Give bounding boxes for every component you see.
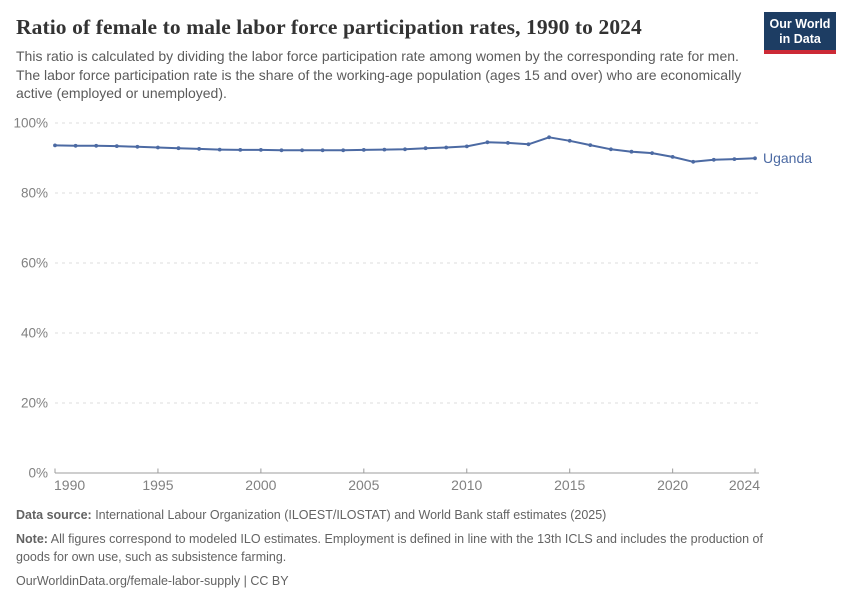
x-axis-tick-label: 2024: [729, 477, 760, 493]
data-point: [403, 147, 407, 152]
footer-link[interactable]: OurWorldinData.org/female-labor-supply: [16, 574, 241, 588]
data-point: [650, 151, 654, 155]
data-point: [94, 143, 99, 148]
data-point: [197, 147, 202, 151]
data-point: [609, 147, 613, 152]
y-axis-tick-label: 60%: [21, 256, 48, 271]
data-point: [135, 144, 140, 149]
license-text: CC BY: [250, 574, 289, 588]
data-point: [341, 148, 346, 153]
data-point: [567, 138, 572, 143]
data-point: [526, 142, 531, 147]
data-point: [588, 143, 593, 147]
chart-subtitle: This ratio is calculated by dividing the…: [16, 48, 742, 101]
data-point: [506, 141, 510, 145]
y-axis-tick-label: 80%: [21, 186, 48, 201]
x-axis-tick-label: 1990: [54, 477, 85, 493]
chart-header: Ratio of female to male labor force part…: [0, 0, 850, 103]
data-point: [114, 144, 119, 148]
x-axis-tick-label: 2010: [451, 477, 482, 493]
x-axis-tick-label: 2000: [245, 477, 276, 493]
footer-separator: |: [240, 574, 251, 588]
data-point: [259, 148, 263, 152]
data-point: [732, 157, 737, 161]
y-axis-tick-label: 40%: [21, 326, 48, 341]
y-axis-tick-label: 0%: [28, 466, 48, 481]
x-axis-tick-label: 2005: [348, 477, 379, 493]
logo-text-line2: in Data: [779, 31, 821, 46]
data-point: [711, 157, 716, 162]
data-point: [485, 140, 490, 145]
data-point: [423, 146, 428, 151]
data-point: [444, 145, 449, 150]
y-axis-tick-label: 100%: [13, 116, 48, 131]
data-point: [464, 144, 469, 149]
data-point: [361, 148, 366, 152]
data-point: [238, 148, 243, 152]
data-point: [320, 148, 325, 153]
note-line: Note: All figures correspond to modeled …: [16, 530, 786, 566]
note-text: All figures correspond to modeled ILO es…: [16, 532, 763, 564]
data-source-text: International Labour Organization (ILOES…: [91, 508, 607, 522]
x-axis-tick-label: 2015: [554, 477, 585, 493]
page-title: Ratio of female to male labor force part…: [16, 15, 642, 39]
logo-red-bar: [764, 50, 836, 54]
logo-text-line1: Our World: [769, 17, 831, 31]
data-point: [691, 159, 696, 164]
data-point: [73, 143, 78, 148]
data-point: [156, 145, 160, 150]
data-point: [382, 147, 387, 152]
x-axis-tick-label: 1995: [142, 477, 173, 493]
data-source-label: Data source:: [16, 508, 92, 522]
owid-logo: Our World in Data: [764, 12, 836, 54]
data-point: [753, 156, 757, 161]
data-point: [176, 146, 181, 151]
data-point: [217, 147, 222, 152]
y-axis-tick-label: 20%: [21, 396, 48, 411]
series-end-label: Uganda: [763, 150, 812, 166]
data-point: [279, 148, 284, 153]
license-line: OurWorldinData.org/female-labor-supply |…: [16, 572, 786, 590]
chart-footer: Data source: International Labour Organi…: [16, 506, 806, 596]
note-label: Note:: [16, 532, 48, 546]
line-chart: 0% 20% 40% 60% 80% 100% 1990 1995 2000 2005 2010 20…: [13, 116, 812, 494]
data-point: [629, 149, 634, 154]
data-point: [547, 135, 551, 140]
data-point: [53, 143, 57, 148]
x-axis-tick-label: 2020: [657, 477, 688, 493]
data-point: [300, 148, 304, 153]
data-point: [670, 155, 675, 159]
data-source-line: Data source: International Labour Organi…: [16, 506, 786, 524]
